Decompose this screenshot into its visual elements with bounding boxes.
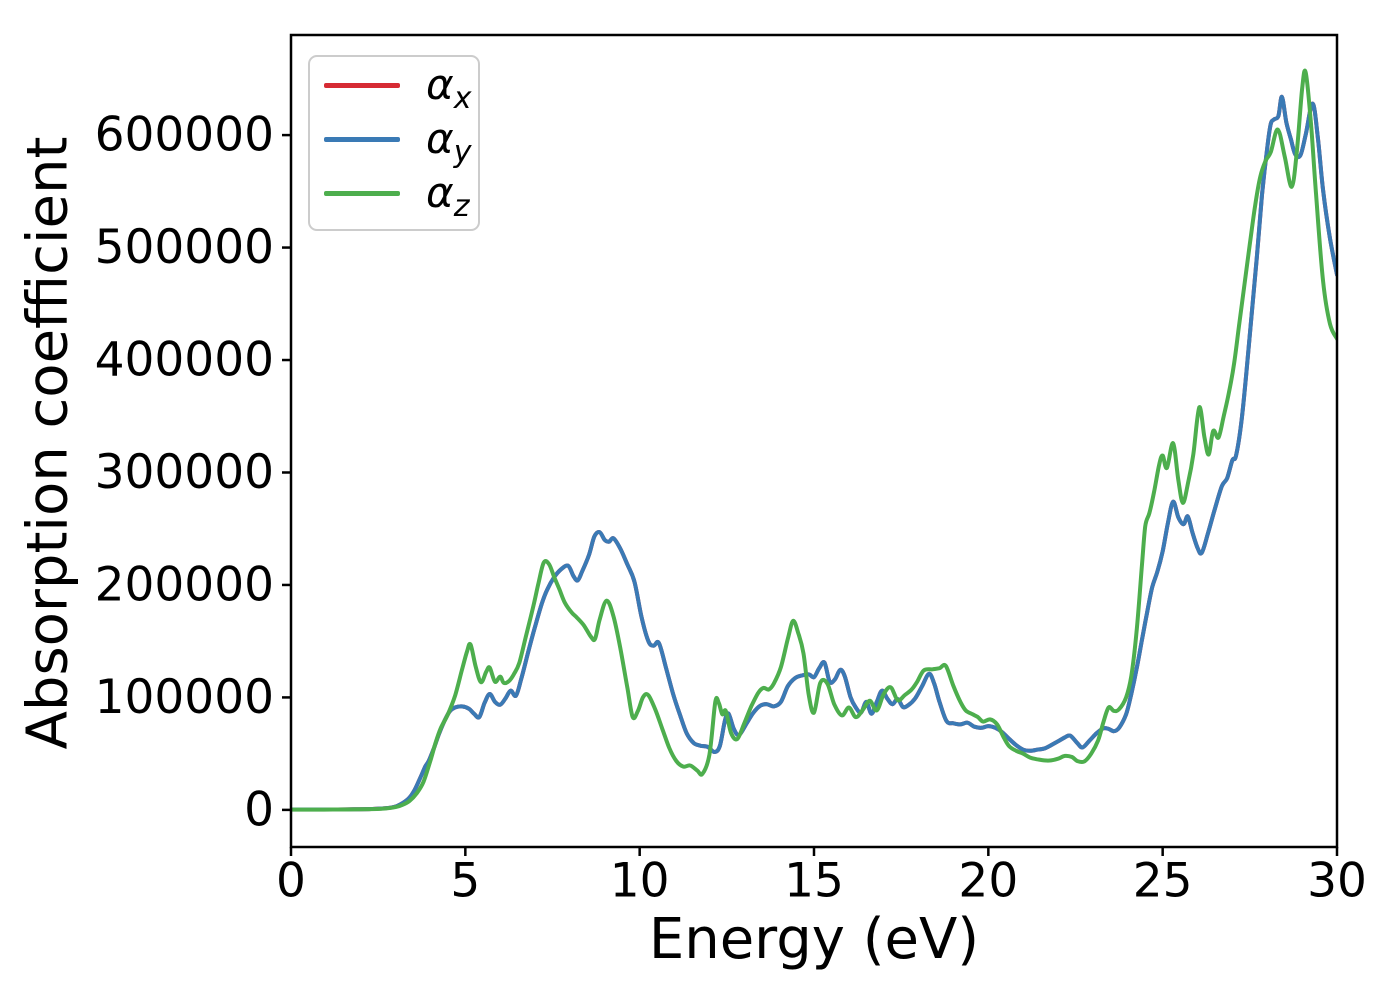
legend-item-alpha-z: αz xyxy=(324,166,478,224)
series-line-alpha-y xyxy=(291,94,1337,812)
x-tick-label: 15 xyxy=(784,853,844,908)
y-tick-label: 200000 xyxy=(95,557,274,612)
legend-item-alpha-y: αy xyxy=(324,112,478,170)
y-tick-label: 0 xyxy=(244,782,274,837)
y-tick-label: 300000 xyxy=(95,445,274,500)
legend-label-alpha-z: αz xyxy=(426,168,470,224)
x-tick-label: 0 xyxy=(276,853,306,908)
x-tick-label: 30 xyxy=(1307,853,1367,908)
y-tick-label: 400000 xyxy=(95,333,274,388)
y-tick-label: 600000 xyxy=(95,108,274,163)
x-tick-label: 25 xyxy=(1133,853,1193,908)
x-axis: 0 5 10 15 20 25 30 xyxy=(276,847,1367,908)
legend-item-alpha-x: αx xyxy=(324,58,478,116)
x-tick-label: 20 xyxy=(958,853,1018,908)
x-tick-label: 10 xyxy=(610,853,670,908)
y-tick-label: 500000 xyxy=(95,220,274,275)
legend-label-alpha-x: αx xyxy=(426,60,472,116)
legend-line-alpha-x xyxy=(324,82,400,88)
series-group xyxy=(291,68,1337,812)
y-tick-label: 100000 xyxy=(95,670,274,725)
legend-line-alpha-z xyxy=(324,190,400,196)
x-axis-label: Energy (eV) xyxy=(648,907,980,972)
x-tick-label: 5 xyxy=(450,853,480,908)
legend-line-alpha-y xyxy=(324,136,400,142)
legend: αx αy αz xyxy=(308,55,480,231)
y-axis-label: Absorption coefficient xyxy=(15,136,81,750)
legend-label-alpha-y: αy xyxy=(426,114,472,170)
y-axis: 0 100000 200000 300000 400000 500000 600000 xyxy=(95,108,291,837)
series-line-alpha-z xyxy=(291,68,1337,812)
